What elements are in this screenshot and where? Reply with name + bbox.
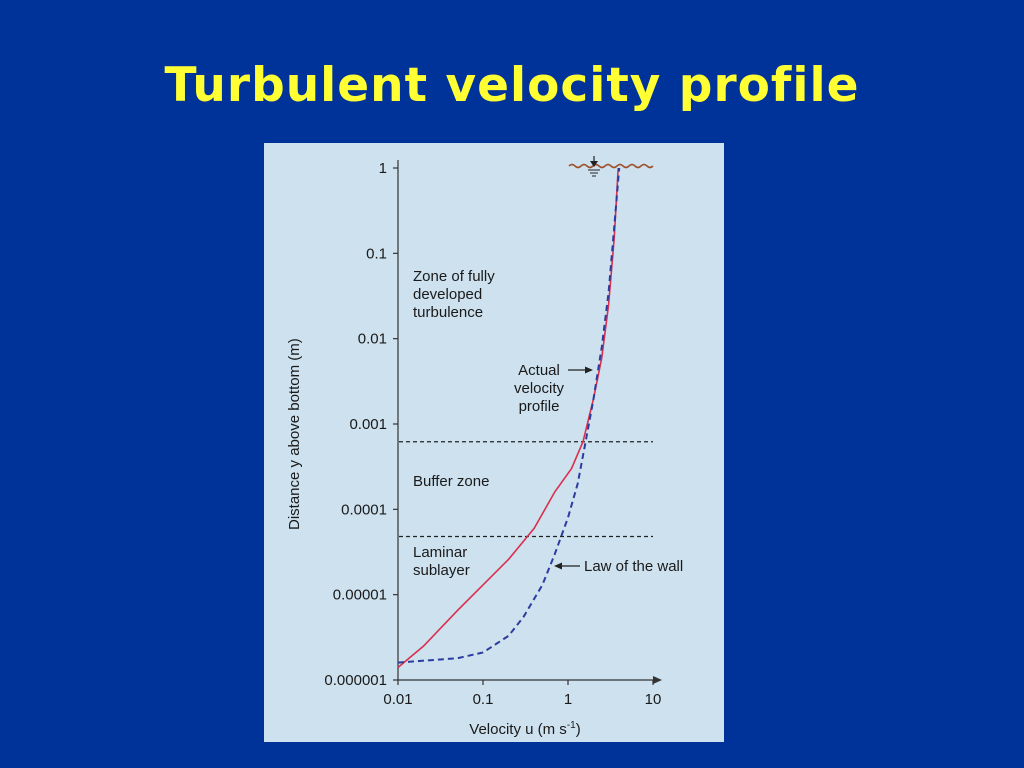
y-tick-label: 0.0001 xyxy=(341,501,387,518)
law-of-wall-annotation: Law of the wall xyxy=(554,558,683,575)
zone-label-line: developed xyxy=(413,286,482,303)
x-tick-label: 10 xyxy=(645,691,662,708)
water-surface-icon xyxy=(568,156,654,177)
y-ticks: 1 0.1 0.01 0.001 0.0001 0.00001 0.000001 xyxy=(324,160,398,689)
water-surface-line xyxy=(568,163,654,169)
x-tick-label: 0.01 xyxy=(383,691,412,708)
actual-profile-annotation: Actual velocity profile xyxy=(514,362,593,415)
x-axis-label-close: ) xyxy=(576,721,581,738)
zone-boundary-lines xyxy=(399,441,653,538)
x-axis-label-main: Velocity u (m s xyxy=(469,721,567,738)
actual-label-line-1: Actual xyxy=(518,362,560,379)
y-axis-label: Distance y above bottom (m) xyxy=(286,338,303,530)
actual-velocity-series xyxy=(397,167,619,669)
actual-arrowhead xyxy=(585,366,593,374)
x-axis-label-exponent: -1 xyxy=(567,720,576,731)
y-tick-label: 0.000001 xyxy=(324,672,387,689)
x-axis-label: Velocity u (m s-1) xyxy=(469,720,580,738)
x-ticks: 0.01 0.1 1 10 xyxy=(383,680,661,708)
actual-label-line-2: velocity xyxy=(514,380,565,397)
law-arrowhead xyxy=(554,562,562,570)
x-tick-label: 0.1 xyxy=(473,691,494,708)
x-tick-label: 1 xyxy=(564,691,572,708)
x-axis-arrowhead xyxy=(653,676,662,684)
law-label: Law of the wall xyxy=(584,558,683,575)
chart-panel-background xyxy=(264,143,724,742)
y-tick-label: 0.1 xyxy=(366,245,387,262)
y-tick-label: 0.001 xyxy=(349,416,387,433)
zone-label-line: Buffer zone xyxy=(413,473,489,490)
zone-label-line: turbulence xyxy=(413,304,483,321)
water-level-marker xyxy=(590,161,598,167)
y-tick-label: 0.01 xyxy=(358,331,387,348)
slide-title: Turbulent velocity profile xyxy=(164,58,860,113)
zone-label-line: Laminar xyxy=(413,544,467,561)
series-layer xyxy=(397,167,621,669)
y-tick-label: 1 xyxy=(379,160,387,177)
y-tick-label: 0.00001 xyxy=(333,587,387,604)
law-of-wall-series xyxy=(397,167,621,664)
actual-label-line-3: profile xyxy=(519,398,560,415)
zone-label-line: Zone of fully xyxy=(413,268,495,285)
axes xyxy=(397,160,662,684)
zone-label-line: sublayer xyxy=(413,562,470,579)
velocity-profile-figure: 1 0.1 0.01 0.001 0.0001 0.00001 0.000001 0.01 0… xyxy=(264,143,724,742)
